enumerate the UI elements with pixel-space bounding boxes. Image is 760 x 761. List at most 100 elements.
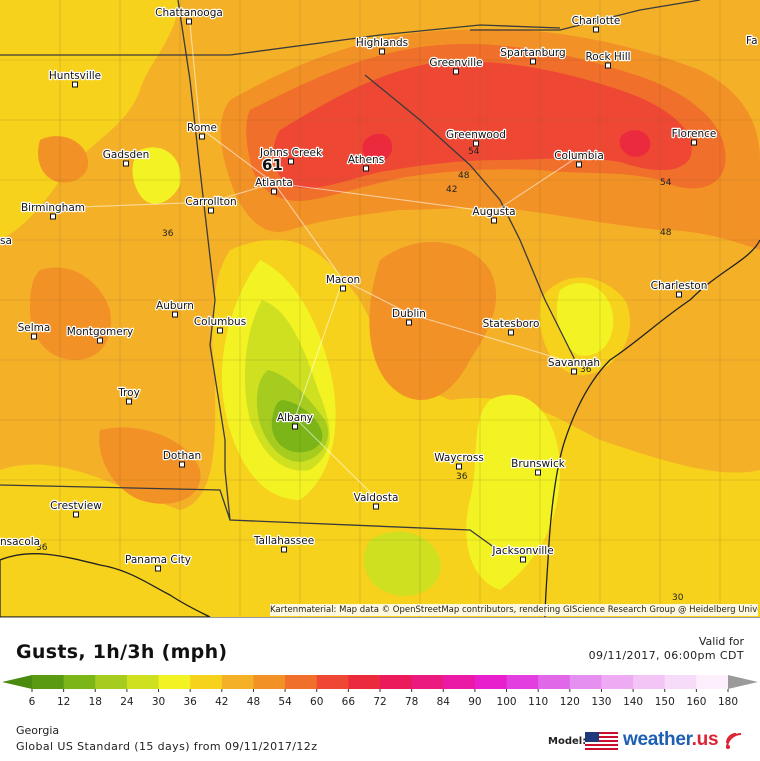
gust-field-48-alabama bbox=[30, 267, 111, 360]
scale-swatch bbox=[221, 675, 254, 689]
city-label: Greenville bbox=[429, 57, 482, 69]
city-marker[interactable]: Troy bbox=[116, 386, 141, 405]
city-marker[interactable]: Augusta bbox=[471, 205, 517, 224]
city-marker[interactable]: Auburn bbox=[155, 299, 195, 318]
city-marker[interactable]: Charleston bbox=[649, 279, 709, 298]
scale-tick-label: 54 bbox=[278, 696, 292, 708]
city-marker[interactable]: Columbus bbox=[193, 315, 247, 334]
contour-value-label: 36 bbox=[36, 543, 48, 553]
city-marker[interactable]: Florence bbox=[670, 127, 718, 146]
scale-tick-label: 60 bbox=[310, 696, 323, 708]
gust-field-48-gadsden bbox=[38, 136, 89, 183]
city-marker[interactable]: Panama City bbox=[124, 553, 192, 572]
city-marker[interactable]: Valdosta bbox=[352, 491, 400, 510]
city-marker[interactable]: Albany bbox=[276, 411, 314, 430]
city-marker[interactable]: Selma bbox=[16, 321, 52, 340]
city-marker[interactable]: Chattanooga bbox=[154, 6, 224, 25]
city-dot bbox=[186, 18, 192, 25]
scale-swatch bbox=[696, 675, 729, 689]
scale-tick-label: 90 bbox=[468, 696, 481, 708]
contour-value-label: 36 bbox=[162, 229, 174, 239]
city-label: Carrollton bbox=[185, 196, 236, 208]
city-dot bbox=[508, 329, 514, 336]
city-label: Crestview bbox=[50, 500, 102, 512]
city-label: Tallahassee bbox=[253, 535, 314, 547]
gust-field-36-northwest bbox=[0, 0, 180, 240]
city-dot bbox=[179, 461, 185, 468]
scale-swatch bbox=[158, 675, 191, 689]
scale-swatch bbox=[380, 675, 413, 689]
city-label: Huntsville bbox=[49, 70, 101, 82]
city-marker[interactable]: Columbia bbox=[553, 149, 605, 168]
gulf-coastline bbox=[0, 553, 211, 617]
city-marker[interactable]: Jacksonville bbox=[490, 544, 555, 563]
scale-tick-label: 66 bbox=[342, 696, 356, 708]
scale-tick-label: 160 bbox=[686, 696, 706, 708]
city-label: Panama City bbox=[125, 554, 191, 566]
city-dot bbox=[340, 285, 346, 292]
scale-swatch bbox=[126, 675, 160, 689]
city-dot bbox=[373, 503, 379, 510]
scale-swatch bbox=[285, 675, 318, 689]
city-label: Johns Creek bbox=[259, 147, 323, 159]
city-dot bbox=[73, 511, 79, 518]
city-marker[interactable]: Greenville bbox=[428, 56, 484, 75]
contour-value-label: 48 bbox=[458, 171, 470, 181]
scale-tick-label: 36 bbox=[183, 696, 197, 708]
model-label: Model: bbox=[548, 736, 587, 747]
city-marker[interactable]: Statesboro bbox=[481, 317, 541, 336]
city-marker[interactable]: Tallahassee bbox=[252, 534, 315, 553]
city-label: Troy bbox=[117, 387, 140, 399]
contour-value-label: 54 bbox=[660, 178, 672, 188]
city-dot bbox=[530, 58, 536, 65]
partial-city-label: sa bbox=[0, 235, 12, 247]
city-label: Dublin bbox=[392, 308, 426, 320]
contour-value-label: 36 bbox=[580, 365, 592, 375]
city-marker[interactable]: Greenwood bbox=[445, 128, 507, 147]
contour-value-label: 30 bbox=[672, 593, 684, 603]
city-label: Augusta bbox=[472, 206, 515, 218]
city-marker[interactable]: Dublin bbox=[391, 307, 427, 326]
gust-field-36-south bbox=[0, 239, 760, 617]
city-marker[interactable]: Gadsden bbox=[102, 148, 150, 167]
city-marker[interactable]: Dothan bbox=[162, 449, 202, 468]
city-marker[interactable]: Carrollton bbox=[184, 195, 238, 214]
city-label: Savannah bbox=[548, 357, 600, 369]
scale-tick-label: 84 bbox=[437, 696, 451, 708]
city-marker[interactable]: Brunswick bbox=[510, 457, 567, 476]
city-dot bbox=[217, 327, 223, 334]
contour-value-label: 42 bbox=[446, 185, 457, 195]
brand-name: weather bbox=[623, 729, 692, 750]
county-boundaries bbox=[0, 0, 760, 617]
city-marker[interactable]: Huntsville bbox=[48, 69, 102, 88]
city-marker[interactable]: Birmingham bbox=[20, 201, 86, 220]
city-marker[interactable]: Crestview bbox=[49, 499, 103, 518]
scale-swatch bbox=[664, 675, 697, 689]
legend-panel: Gusts, 1h/3h (mph) Valid for 09/11/2017,… bbox=[0, 617, 760, 761]
gust-field-48-dothan bbox=[99, 427, 201, 504]
city-marker[interactable]: Spartanburg bbox=[499, 46, 567, 65]
city-marker[interactable]: Athens bbox=[347, 153, 385, 172]
city-marker[interactable]: Highlands bbox=[355, 36, 409, 55]
city-label: Montgomery bbox=[67, 326, 134, 338]
color-scale-bar bbox=[2, 675, 758, 689]
city-label: Auburn bbox=[156, 300, 194, 312]
contour-value-label: 48 bbox=[660, 228, 672, 238]
city-dot bbox=[281, 546, 287, 553]
model-run-label: Global US Standard (15 days) from 09/11/… bbox=[16, 740, 318, 753]
map-attribution: Kartenmaterial: Map data © OpenStreetMap… bbox=[270, 604, 758, 616]
city-marker[interactable]: Savannah bbox=[547, 356, 601, 375]
city-marker[interactable]: Charlotte bbox=[570, 14, 622, 33]
city-dot bbox=[473, 140, 479, 147]
city-marker[interactable]: Macon bbox=[325, 273, 361, 292]
city-marker[interactable]: Johns Creek bbox=[258, 146, 324, 165]
city-marker[interactable]: Waycross bbox=[433, 451, 485, 470]
city-marker[interactable]: Rome bbox=[186, 121, 218, 140]
scale-swatch bbox=[569, 675, 602, 689]
weather-us-logo[interactable]: weather.us bbox=[623, 729, 719, 751]
city-marker[interactable]: Atlanta bbox=[254, 176, 294, 195]
city-marker[interactable]: Montgomery bbox=[66, 325, 134, 344]
gust-map[interactable]: 54 48 42 54 48 36 36 36 36 30 Charlotte Chattanoog… bbox=[0, 0, 760, 617]
city-marker[interactable]: Rock Hill bbox=[584, 50, 632, 69]
